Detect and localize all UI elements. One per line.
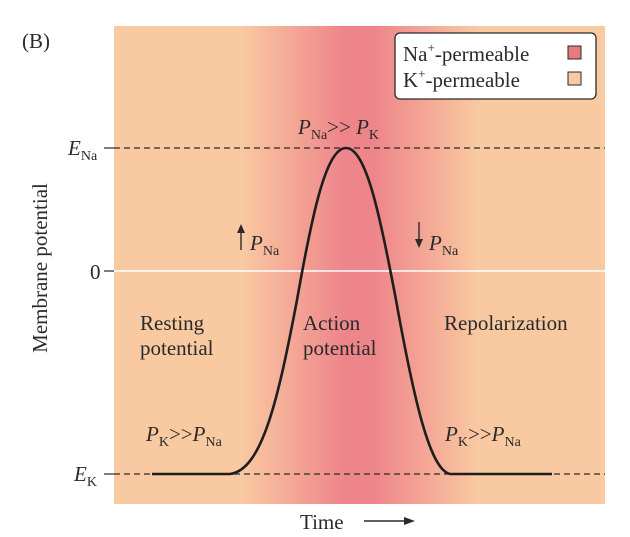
- legend-item-k: K+-permeable: [403, 66, 520, 92]
- left-base-annotation: PK>>PNa: [145, 422, 223, 450]
- panel-label: (B): [22, 29, 50, 53]
- action-potential-trace: [152, 146, 552, 476]
- ytick-ena: ENa: [67, 136, 98, 164]
- legend-swatch-k: [567, 71, 582, 86]
- phase-label-resting: Resting potential: [140, 311, 214, 360]
- fall-pna-label: PNa: [428, 231, 459, 259]
- ytick-ek: EK: [73, 462, 97, 490]
- plot-background: [114, 26, 605, 504]
- legend: Na+-permeable K+-permeable: [394, 32, 597, 100]
- y-axis-label: Membrane potential: [28, 183, 52, 353]
- legend-swatch-na: [567, 45, 582, 60]
- right-base-annotation: PK>>PNa: [444, 422, 522, 450]
- peak-annotation: PNa>> PK: [297, 115, 379, 143]
- legend-box: [394, 32, 597, 100]
- x-axis-label: Time: [300, 510, 344, 534]
- ytick-zero: 0: [90, 260, 101, 284]
- down-arrow-icon: [415, 222, 423, 248]
- phase-label-repolarization: Repolarization: [444, 311, 568, 335]
- rise-pna-label: PNa: [249, 231, 280, 259]
- time-arrow-icon: [364, 517, 415, 525]
- up-arrow-icon: [237, 224, 245, 250]
- legend-item-na: Na+-permeable: [403, 40, 529, 66]
- phase-label-action: Action potential: [303, 311, 377, 360]
